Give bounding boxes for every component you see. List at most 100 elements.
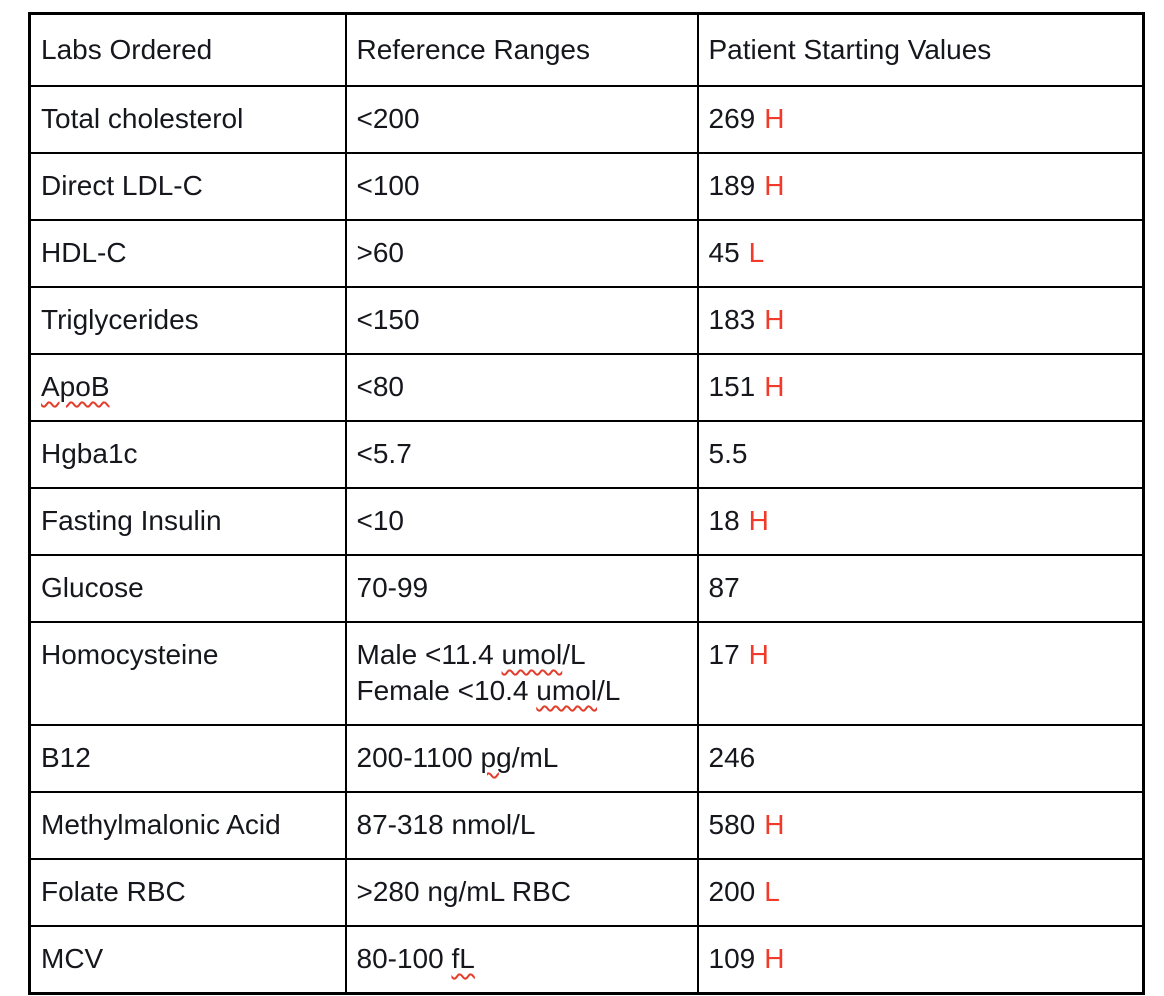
table-row: Hgba1c <5.7 5.5 [28, 420, 1145, 489]
reference-range-line: <5.7 [357, 436, 685, 472]
lab-name: Homocysteine [41, 639, 219, 670]
patient-value: 45 [708, 237, 740, 268]
patient-value: 189 [708, 170, 756, 201]
table-row: ApoB <80 151 H [28, 353, 1145, 422]
high-flag: H [764, 103, 785, 134]
range-text: Male <11.4 [356, 639, 502, 670]
table-row: Direct LDL-C <100 189 H [28, 152, 1145, 221]
high-flag: H [764, 170, 785, 201]
reference-range-line: Male <11.4 umol/L [357, 637, 685, 673]
reference-range-line: 87-318 nmol/L [357, 807, 685, 843]
high-flag: H [764, 371, 785, 402]
patient-value-cell: 200 L [696, 858, 1145, 927]
header-reference-ranges: Reference Ranges [344, 12, 699, 87]
patient-value-cell: 87 [696, 554, 1145, 623]
reference-range-cell: <100 [344, 152, 699, 221]
patient-value: 200 [708, 876, 756, 907]
patient-value-cell: 17 H [696, 621, 1145, 726]
table-row: Homocysteine Male <11.4 umol/L Female <10… [28, 621, 1145, 726]
range-text: Female <10.4 [356, 675, 537, 706]
patient-value: 580 [708, 809, 756, 840]
table-row: MCV 80-100 fL 109 H [28, 925, 1145, 995]
table-row: HDL-C >60 45 L [28, 219, 1145, 288]
reference-range-line: <150 [357, 302, 685, 338]
range-text: /L [596, 675, 621, 706]
range-text: /mL [511, 742, 559, 773]
lab-name: MCV [41, 943, 104, 974]
patient-value-cell: 269 H [696, 85, 1145, 154]
labs-table: Labs Ordered Reference Ranges Patient St… [28, 12, 1145, 995]
lab-name-cell: Homocysteine [28, 621, 347, 726]
patient-value-cell: 246 [696, 724, 1145, 793]
reference-range-cell: 70-99 [344, 554, 699, 623]
patient-value: 18 [708, 505, 740, 536]
lab-name-cell: Total cholesterol [28, 85, 347, 154]
reference-range-cell: Male <11.4 umol/L Female <10.4 umol/L [344, 621, 699, 726]
lab-name: Direct LDL-C [41, 170, 203, 201]
reference-range-line: >280 ng/mL RBC [357, 874, 685, 910]
patient-value-cell: 183 H [696, 286, 1145, 355]
reference-range-cell: <150 [344, 286, 699, 355]
lab-name-cell: Glucose [28, 554, 347, 623]
range-text: 80-100 [356, 943, 452, 974]
patient-value-cell: 45 L [696, 219, 1145, 288]
range-text: 87-318 nmol/L [356, 809, 536, 840]
reference-range-cell: 200-1100 pg/mL [344, 724, 699, 793]
header-labs-ordered: Labs Ordered [28, 12, 347, 87]
patient-value: 109 [708, 943, 756, 974]
lab-name-cell: Direct LDL-C [28, 152, 347, 221]
misspelled-text: umol [501, 639, 563, 670]
misspelled-text: pg [480, 742, 512, 773]
patient-value: 183 [708, 304, 756, 335]
reference-range-line: <80 [357, 369, 685, 405]
table-row: B12 200-1100 pg/mL 246 [28, 724, 1145, 793]
patient-value: 5.5 [708, 438, 748, 469]
low-flag: L [748, 237, 765, 268]
table-row: Triglycerides <150 183 H [28, 286, 1145, 355]
reference-range-line: Female <10.4 umol/L [357, 673, 685, 709]
reference-range-line: >60 [357, 235, 685, 271]
reference-range-cell: 80-100 fL [344, 925, 699, 995]
lab-name-cell: Fasting Insulin [28, 487, 347, 556]
patient-value: 17 [708, 639, 740, 670]
misspelled-text: umol [536, 675, 597, 706]
lab-name: Glucose [41, 572, 144, 603]
reference-range-cell: 87-318 nmol/L [344, 791, 699, 860]
range-text: >280 ng/mL RBC [356, 876, 572, 907]
patient-value-cell: 580 H [696, 791, 1145, 860]
reference-range-line: <100 [357, 168, 685, 204]
range-text: 70-99 [356, 572, 429, 603]
reference-range-line: <200 [357, 101, 685, 137]
range-text: <200 [356, 103, 420, 134]
lab-name-cell: MCV [28, 925, 347, 995]
lab-name: Triglycerides [41, 304, 199, 335]
reference-range-cell: <10 [344, 487, 699, 556]
patient-value: 246 [708, 742, 756, 773]
lab-name: HDL-C [41, 237, 127, 268]
lab-name: ApoB [41, 371, 110, 402]
range-text: <150 [356, 304, 420, 335]
high-flag: H [764, 304, 785, 335]
header-row: Labs Ordered Reference Ranges Patient St… [28, 12, 1145, 87]
table-row: Methylmalonic Acid 87-318 nmol/L 580 H [28, 791, 1145, 860]
table-row: Glucose 70-99 87 [28, 554, 1145, 623]
table-row: Fasting Insulin <10 18 H [28, 487, 1145, 556]
low-flag: L [764, 876, 780, 907]
patient-value: 151 [708, 371, 756, 402]
table-row: Total cholesterol <200 269 H [28, 85, 1145, 154]
reference-range-line: 200-1100 pg/mL [357, 740, 685, 776]
lab-name-cell: Hgba1c [28, 420, 347, 489]
misspelled-text: fL [451, 943, 475, 974]
lab-name: B12 [41, 742, 91, 773]
lab-name: Methylmalonic Acid [41, 809, 281, 840]
range-text: >60 [356, 237, 405, 268]
table-row: Folate RBC >280 ng/mL RBC 200 L [28, 858, 1145, 927]
range-text: <80 [356, 371, 405, 402]
lab-name-cell: HDL-C [28, 219, 347, 288]
high-flag: H [764, 809, 785, 840]
reference-range-cell: >60 [344, 219, 699, 288]
high-flag: H [748, 505, 769, 536]
lab-name-cell: B12 [28, 724, 347, 793]
labs-table-body: Total cholesterol <200 269 H Direct LDL-C… [28, 85, 1145, 995]
patient-value-cell: 5.5 [696, 420, 1145, 489]
